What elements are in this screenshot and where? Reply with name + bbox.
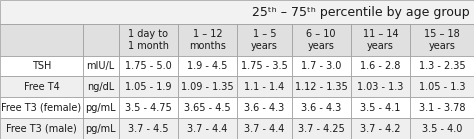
- Text: 1.75 - 5.0: 1.75 - 5.0: [125, 61, 172, 71]
- Bar: [292, 118, 351, 139]
- Bar: [237, 97, 292, 118]
- Text: 3.7 - 4.4: 3.7 - 4.4: [244, 124, 284, 134]
- Bar: [118, 56, 178, 76]
- Bar: [118, 76, 178, 97]
- Bar: [351, 97, 410, 118]
- Text: TSH: TSH: [32, 61, 51, 71]
- Text: 3.6 - 4.3: 3.6 - 4.3: [301, 103, 341, 113]
- Text: 3.7 - 4.5: 3.7 - 4.5: [128, 124, 168, 134]
- Text: 15 – 18
years: 15 – 18 years: [424, 28, 460, 51]
- Text: 3.65 - 4.5: 3.65 - 4.5: [184, 103, 231, 113]
- Bar: [0, 118, 83, 139]
- Bar: [0, 76, 83, 97]
- Text: 25ᵗʰ – 75ᵗʰ percentile by age group: 25ᵗʰ – 75ᵗʰ percentile by age group: [252, 6, 469, 19]
- Text: 1.05 - 1.9: 1.05 - 1.9: [125, 82, 172, 92]
- Text: 1.6 - 2.8: 1.6 - 2.8: [360, 61, 401, 71]
- Text: 1.9 - 4.5: 1.9 - 4.5: [187, 61, 228, 71]
- Text: Free T4: Free T4: [24, 82, 59, 92]
- Bar: [178, 24, 237, 56]
- Bar: [410, 76, 474, 97]
- Text: 1.75 - 3.5: 1.75 - 3.5: [241, 61, 288, 71]
- Text: ng/dL: ng/dL: [87, 82, 114, 92]
- Text: 1.12 - 1.35: 1.12 - 1.35: [295, 82, 347, 92]
- Text: 1 – 5
years: 1 – 5 years: [251, 28, 278, 51]
- Text: 3.5 - 4.1: 3.5 - 4.1: [360, 103, 401, 113]
- Bar: [118, 118, 178, 139]
- Bar: [237, 76, 292, 97]
- Text: pg/mL: pg/mL: [85, 124, 116, 134]
- Text: 6 – 10
years: 6 – 10 years: [306, 28, 336, 51]
- Text: Free T3 (female): Free T3 (female): [1, 103, 82, 113]
- Text: pg/mL: pg/mL: [85, 103, 116, 113]
- Bar: [292, 56, 351, 76]
- Bar: [237, 118, 292, 139]
- Bar: [0, 24, 83, 56]
- Bar: [0, 0, 474, 24]
- Text: Free T3 (male): Free T3 (male): [6, 124, 77, 134]
- Text: 1 day to
1 month: 1 day to 1 month: [128, 28, 169, 51]
- Bar: [237, 24, 292, 56]
- Bar: [178, 76, 237, 97]
- Bar: [178, 97, 237, 118]
- Bar: [83, 56, 118, 76]
- Bar: [0, 97, 83, 118]
- Bar: [237, 56, 292, 76]
- Bar: [178, 118, 237, 139]
- Bar: [292, 97, 351, 118]
- Bar: [178, 56, 237, 76]
- Text: 3.7 - 4.4: 3.7 - 4.4: [187, 124, 228, 134]
- Text: 3.1 - 3.78: 3.1 - 3.78: [419, 103, 465, 113]
- Text: 1.3 - 2.35: 1.3 - 2.35: [419, 61, 465, 71]
- Bar: [0, 56, 83, 76]
- Bar: [410, 56, 474, 76]
- Text: mIU/L: mIU/L: [87, 61, 115, 71]
- Bar: [351, 56, 410, 76]
- Bar: [83, 24, 118, 56]
- Text: 1.1 - 1.4: 1.1 - 1.4: [244, 82, 284, 92]
- Bar: [83, 97, 118, 118]
- Bar: [118, 24, 178, 56]
- Bar: [351, 118, 410, 139]
- Text: 1.05 - 1.3: 1.05 - 1.3: [419, 82, 465, 92]
- Text: 3.5 - 4.75: 3.5 - 4.75: [125, 103, 172, 113]
- Bar: [292, 24, 351, 56]
- Bar: [292, 76, 351, 97]
- Bar: [118, 97, 178, 118]
- Text: 1.03 - 1.3: 1.03 - 1.3: [357, 82, 403, 92]
- Text: 1.09 - 1.35: 1.09 - 1.35: [181, 82, 234, 92]
- Bar: [83, 76, 118, 97]
- Text: 1 – 12
months: 1 – 12 months: [189, 28, 226, 51]
- Text: 3.7 - 4.25: 3.7 - 4.25: [298, 124, 345, 134]
- Text: 3.5 - 4.0: 3.5 - 4.0: [422, 124, 462, 134]
- Bar: [83, 118, 118, 139]
- Bar: [410, 97, 474, 118]
- Bar: [410, 118, 474, 139]
- Bar: [410, 24, 474, 56]
- Text: 1.7 - 3.0: 1.7 - 3.0: [301, 61, 341, 71]
- Bar: [351, 24, 410, 56]
- Bar: [351, 76, 410, 97]
- Text: 3.7 - 4.2: 3.7 - 4.2: [360, 124, 401, 134]
- Text: 3.6 - 4.3: 3.6 - 4.3: [244, 103, 284, 113]
- Text: 11 – 14
years: 11 – 14 years: [363, 28, 398, 51]
